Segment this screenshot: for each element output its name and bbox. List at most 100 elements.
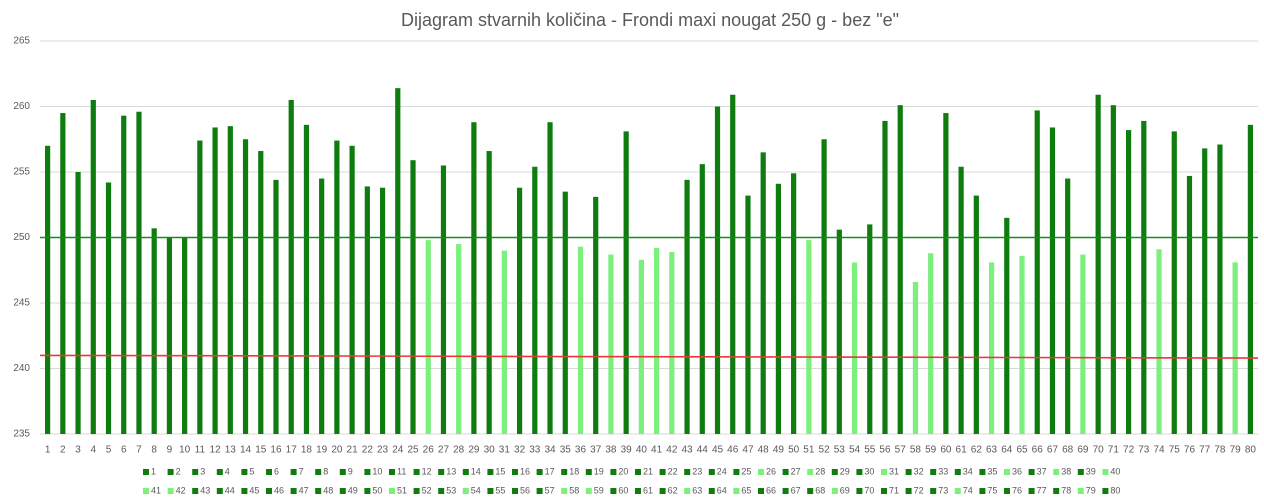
legend-swatch [1004,469,1010,475]
legend-swatch [339,469,346,475]
x-tick-label: 35 [560,445,572,456]
legend-swatch [610,488,617,494]
legend-label: 4 [225,466,230,476]
y-tick-label: 250 [13,232,30,243]
y-tick-label: 245 [13,298,30,309]
x-tick-label: 62 [971,445,983,456]
legend-label: 73 [938,485,948,495]
x-tick-label: 27 [438,445,450,456]
bar [288,99,294,434]
legend-label: 44 [225,485,235,495]
legend-label: 2 [176,466,181,476]
legend-swatch [192,488,199,494]
bar [319,178,325,434]
bar [1125,130,1132,434]
legend-swatch [905,488,912,494]
legend-swatch [1102,488,1109,494]
bar [45,145,51,435]
legend-label: 34 [963,466,973,476]
bar [90,99,96,434]
bar [1186,175,1193,434]
bar [547,122,553,434]
x-tick-label: 44 [697,445,709,456]
legend-label: 52 [422,485,432,495]
x-tick-label: 58 [910,445,922,456]
legend-label: 53 [446,485,456,495]
x-tick-label: 11 [195,445,206,456]
legend-swatch [807,469,814,475]
legend-swatch [462,469,469,475]
bar [882,120,888,434]
legend-swatch [192,469,199,475]
bar [684,179,690,434]
legend-label: 39 [1086,466,1096,476]
legend-label: 63 [692,485,702,495]
x-tick-label: 18 [301,445,313,456]
x-tick-label: 8 [151,445,157,456]
y-tick-label: 265 [13,36,30,47]
bar [395,88,401,434]
x-tick-label: 43 [682,445,694,456]
bar [562,191,568,434]
x-tick-label: 59 [925,445,937,456]
x-tick-label: 38 [605,445,617,456]
bar [745,195,751,434]
legend-label: 42 [176,485,186,495]
bar [151,228,157,434]
x-tick-label: 57 [895,445,907,456]
bar [577,246,584,434]
legend-swatch [462,488,469,494]
legend-swatch [438,488,445,494]
legend-swatch [266,469,272,475]
bar [121,115,127,435]
y-tick-label: 240 [13,363,30,374]
x-tick-label: 23 [377,445,389,456]
x-tick-label: 3 [75,445,81,456]
legend-label: 6 [274,466,279,476]
legend-swatch [364,488,371,494]
legend-label: 58 [569,485,579,495]
x-tick-label: 15 [255,445,267,456]
bar [303,124,310,434]
reference-line [39,354,1259,359]
legend-swatch [1077,488,1084,494]
legend-label: 50 [372,485,382,495]
legend-label: 59 [594,485,604,495]
legend-swatch [881,469,887,475]
legend-label: 24 [717,466,727,476]
x-tick-label: 64 [1001,445,1013,456]
legend-swatch [758,488,764,494]
bar [1247,124,1253,434]
legend-label: 9 [348,466,353,476]
legend-label: 40 [1110,466,1120,476]
legend-label: 77 [1037,485,1047,495]
bar [714,106,721,434]
legend-label: 8 [323,466,328,476]
bar [440,165,447,434]
legend-swatch [881,488,887,494]
legend-swatch [1053,469,1060,475]
legend-swatch [561,488,568,494]
x-tick-label: 68 [1062,445,1074,456]
legend-label: 70 [864,485,874,495]
legend-swatch [561,469,568,475]
x-tick-label: 12 [210,445,222,456]
legend-label: 72 [914,485,924,495]
legend-swatch [143,488,149,494]
x-tick-label: 46 [727,445,739,456]
x-tick-label: 53 [834,445,846,456]
legend-swatch [979,488,986,494]
bar [1232,262,1238,434]
legend-swatch [831,488,838,494]
bar [608,254,614,434]
legend-swatch [1077,469,1084,475]
bar [227,126,233,435]
legend-label: 11 [397,466,406,476]
legend-swatch [290,488,297,494]
legend-label: 48 [323,485,333,495]
legend-label: 38 [1061,466,1071,476]
legend-label: 75 [987,485,997,495]
bar [379,187,386,434]
legend-label: 26 [766,466,776,476]
legend-swatch [635,488,641,494]
